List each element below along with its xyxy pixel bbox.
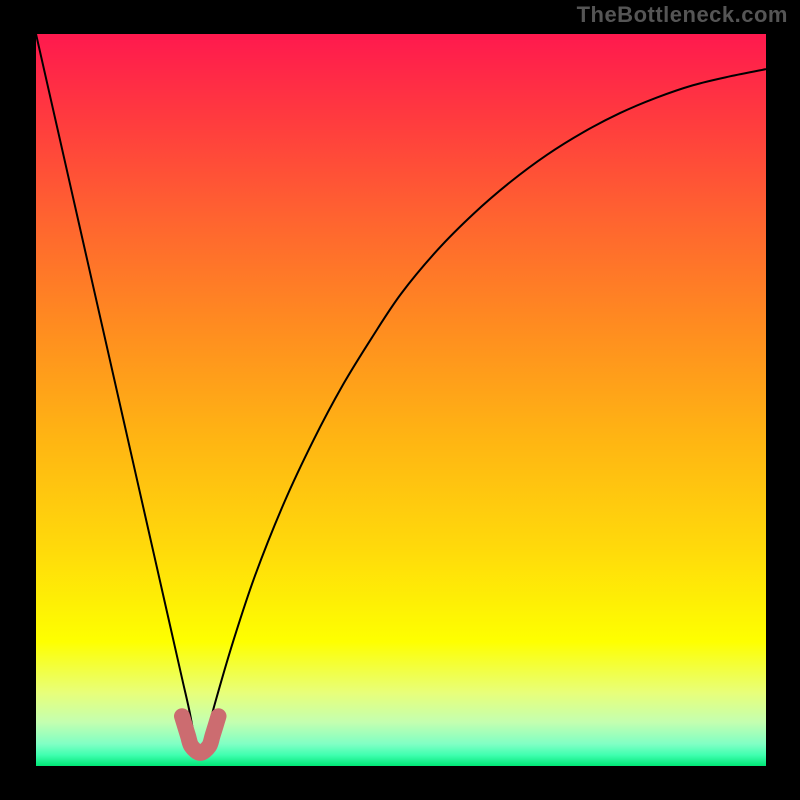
plot-svg [36, 34, 766, 766]
chart-container: TheBottleneck.com [0, 0, 800, 800]
gradient-background [36, 34, 766, 766]
watermark-text: TheBottleneck.com [577, 2, 788, 28]
plot-area [36, 34, 766, 766]
